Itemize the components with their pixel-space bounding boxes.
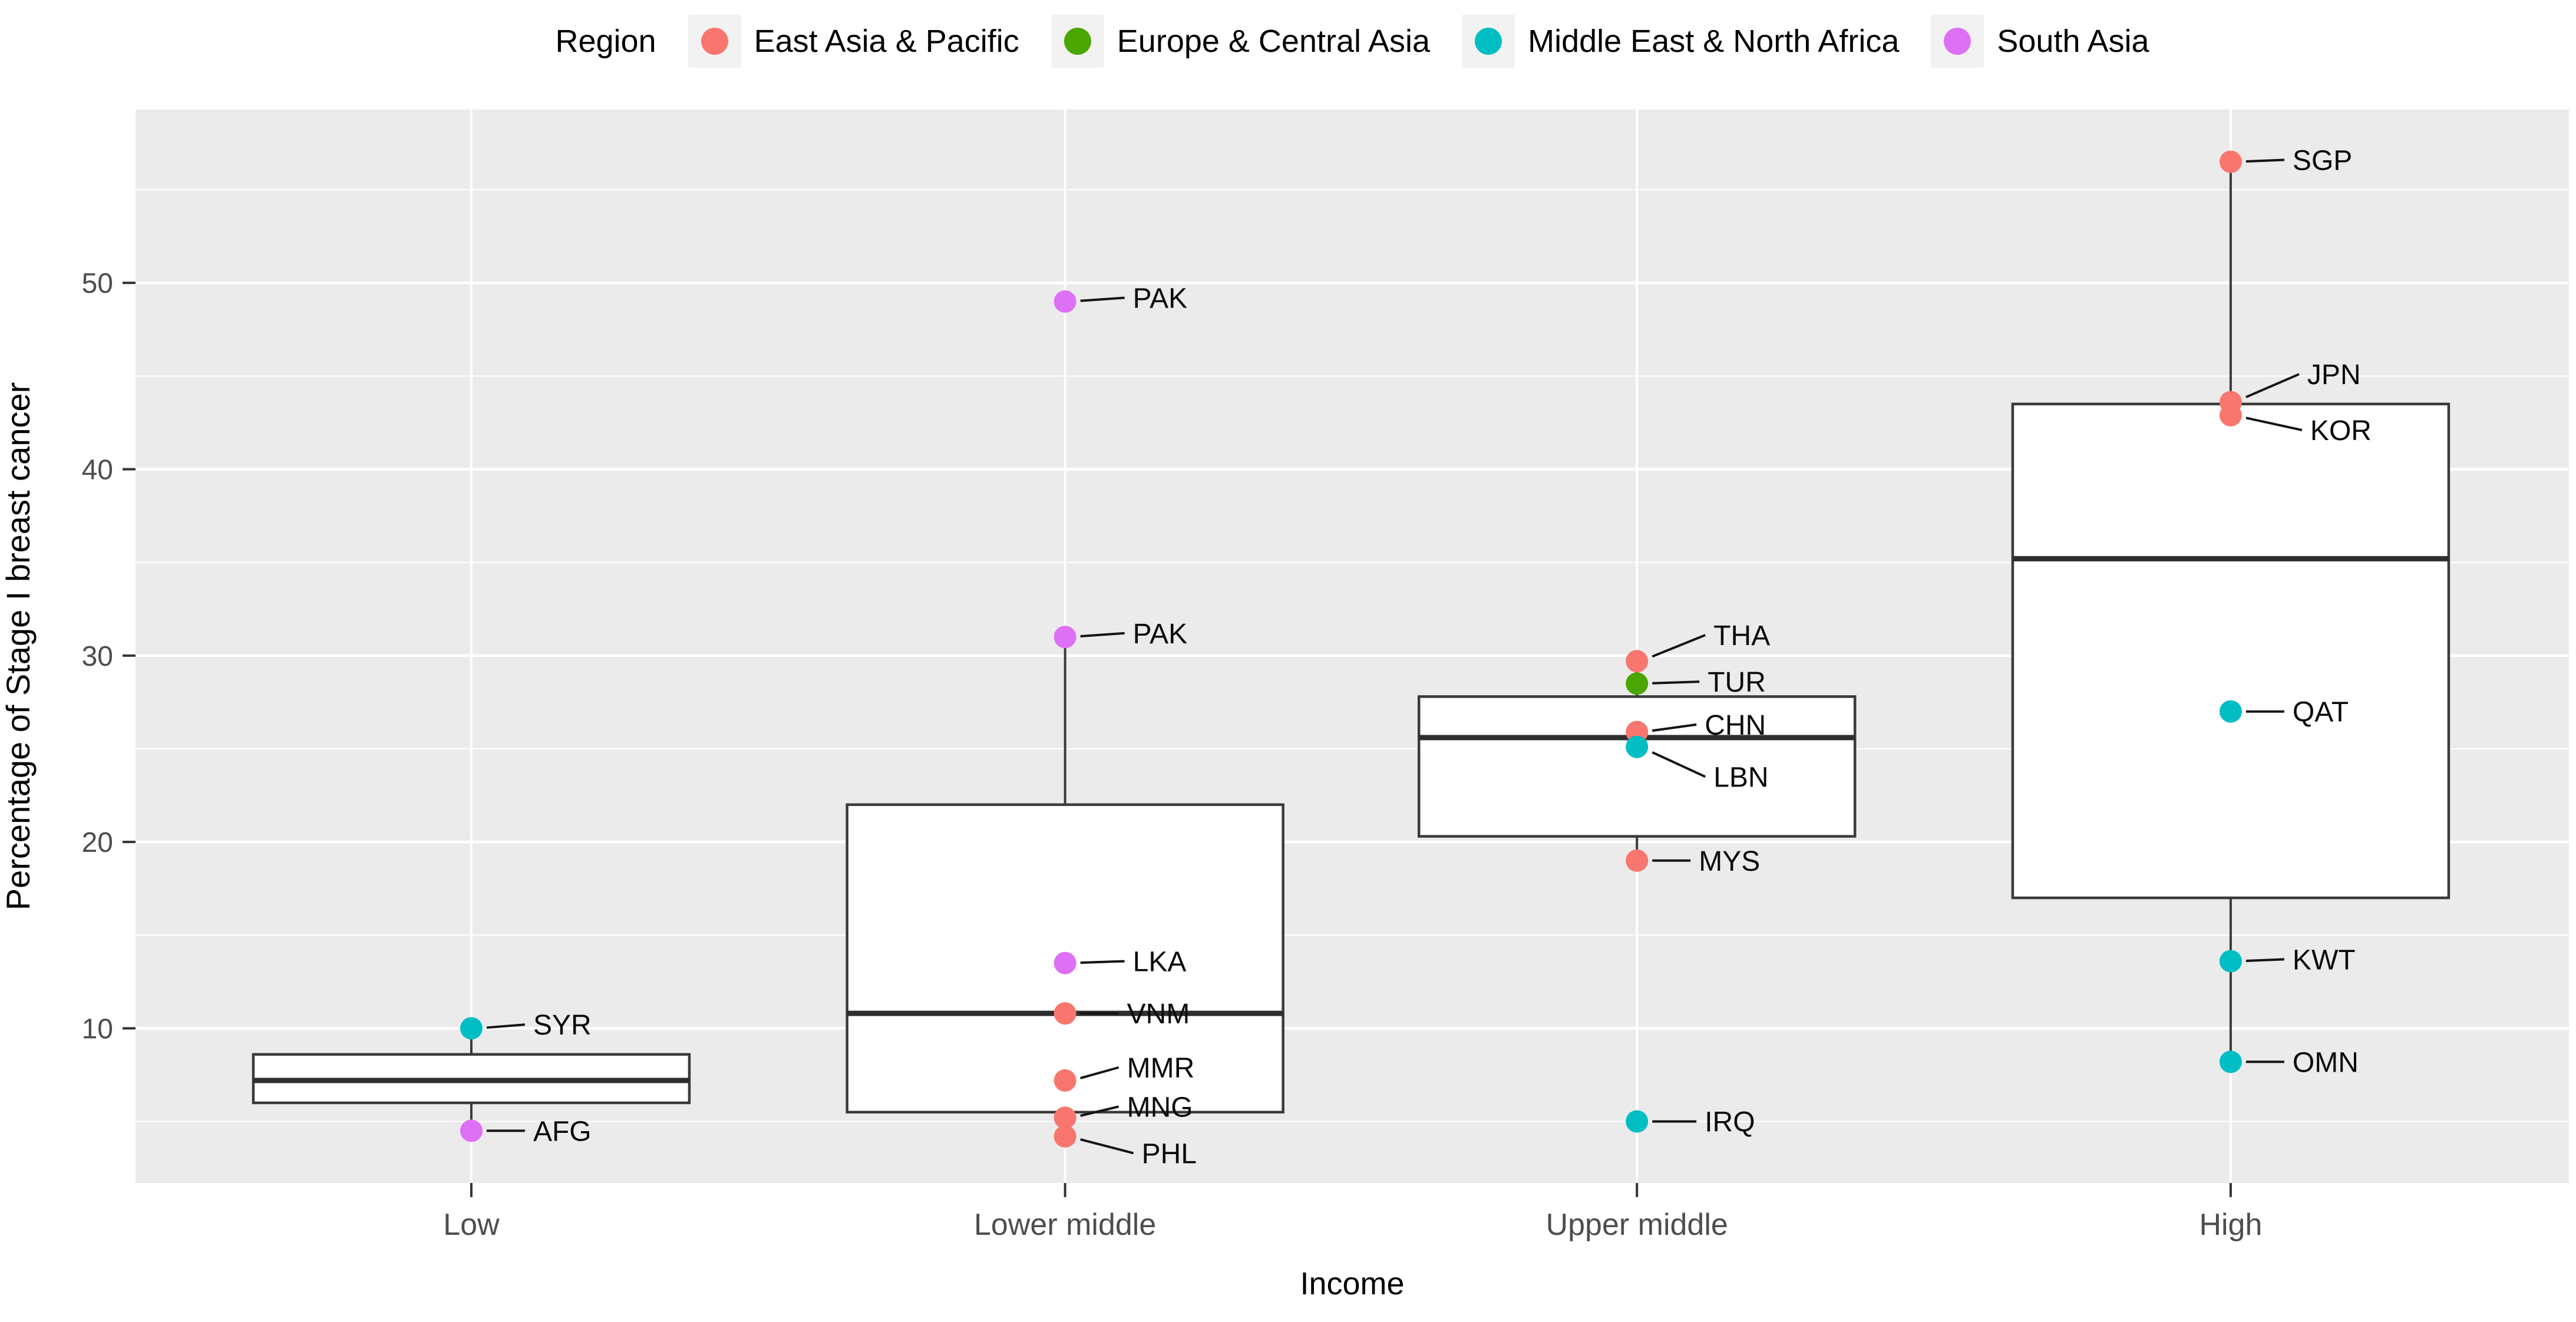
label-connector-TUR: [1652, 680, 1700, 685]
legend-item-label: East Asia & Pacific: [754, 24, 1019, 59]
legend-item-south-asia: South Asia: [1931, 15, 2149, 68]
label-connector-SYR: [486, 1023, 526, 1029]
point-label-MNG: MNG: [1127, 1092, 1193, 1123]
box-upper-middle: [1417, 695, 1857, 838]
point-label-PHL: PHL: [1142, 1138, 1197, 1169]
label-connector-PHL: [1080, 1138, 1134, 1155]
data-point-IRQ: [1626, 1110, 1649, 1133]
y-tick-label-40: 40: [82, 454, 113, 485]
point-label-THA: THA: [1713, 620, 1770, 652]
label-connector-KOR: [2245, 417, 2303, 432]
legend-key: [1931, 15, 1984, 68]
point-label-KOR: KOR: [2310, 415, 2372, 447]
legend-item-label: South Asia: [1997, 24, 2149, 59]
point-label-KWT: KWT: [2293, 944, 2356, 976]
legend-key: [688, 15, 741, 68]
legend-item-label: Europe & Central Asia: [1117, 24, 1431, 59]
data-point-KWT: [2219, 950, 2242, 973]
data-point-THA: [1626, 650, 1649, 673]
label-connector-LBN: [1652, 751, 1706, 778]
legend-dot-icon: [701, 28, 728, 55]
label-connector-CHN: [1652, 723, 1697, 732]
legend-item-label: Middle East & North Africa: [1528, 24, 1900, 59]
legend-item-middle-east-north-africa: Middle East & North Africa: [1462, 15, 1899, 68]
x-tick-label-upper-middle: Upper middle: [1546, 1208, 1728, 1242]
y-tick-label-10: 10: [82, 1013, 113, 1045]
legend-key: [1051, 15, 1104, 68]
y-axis-title: Percentage of Stage I breast cancer: [0, 382, 37, 911]
data-point-VNM: [1053, 1002, 1076, 1025]
y-tick-label-50: 50: [82, 268, 113, 299]
legend-item-europe-central-asia: Europe & Central Asia: [1051, 15, 1430, 68]
point-label-LBN: LBN: [1713, 762, 1768, 793]
legend-key: [1462, 15, 1515, 68]
point-label-TUR: TUR: [1708, 667, 1766, 698]
point-label-VNM: VNM: [1127, 999, 1190, 1030]
data-point-PHL: [1053, 1125, 1076, 1148]
legend: Region East Asia & Pacific Europe & Centr…: [136, 6, 2569, 77]
label-connector-LKA: [1080, 960, 1125, 964]
y-tick-label-20: 20: [82, 827, 113, 858]
data-point-SYR: [460, 1017, 483, 1040]
point-label-PAK: PAK: [1133, 619, 1187, 650]
label-connector-PAK: [1080, 296, 1125, 302]
x-tick-label-high: High: [2199, 1208, 2262, 1242]
point-label-SYR: SYR: [533, 1010, 592, 1041]
data-point-MMR: [1053, 1069, 1076, 1092]
data-point-SGP: [2219, 150, 2242, 173]
point-label-SGP: SGP: [2293, 145, 2352, 176]
legend-item-east-asia-pacific: East Asia & Pacific: [688, 15, 1019, 68]
x-axis-title: Income: [1300, 1266, 1405, 1301]
label-connector-MMR: [1080, 1066, 1119, 1079]
x-tick-label-low: Low: [443, 1208, 500, 1242]
data-point-AFG: [460, 1119, 483, 1142]
label-connector-PAK: [1080, 632, 1125, 638]
label-connector-SGP: [2245, 158, 2285, 163]
data-point-OMN: [2219, 1050, 2242, 1073]
data-point-KOR: [2219, 404, 2242, 427]
data-point-MNG: [1053, 1106, 1076, 1129]
point-label-MMR: MMR: [1127, 1053, 1195, 1084]
label-connector-JPN: [2245, 373, 2300, 398]
data-point-LBN: [1626, 735, 1649, 758]
point-label-QAT: QAT: [2293, 697, 2349, 728]
legend-dot-icon: [1475, 28, 1502, 55]
label-connector-MNG: [1080, 1105, 1119, 1117]
point-label-OMN: OMN: [2293, 1047, 2359, 1078]
y-tick-label-30: 30: [82, 641, 113, 672]
label-connector-KWT: [2245, 958, 2285, 963]
point-label-PAK: PAK: [1133, 283, 1187, 314]
data-point-LKA: [1053, 951, 1076, 974]
legend-dot-icon: [1064, 28, 1091, 55]
x-tick-label-lower-middle: Lower middle: [974, 1208, 1156, 1242]
data-point-PAK: [1053, 626, 1076, 649]
legend-dot-icon: [1944, 28, 1971, 55]
point-label-JPN: JPN: [2307, 359, 2361, 391]
point-label-LKA: LKA: [1133, 947, 1187, 978]
box-high: [2011, 402, 2450, 900]
data-point-TUR: [1626, 672, 1649, 695]
point-label-IRQ: IRQ: [1705, 1107, 1755, 1138]
data-point-MYS: [1626, 849, 1649, 872]
data-point-QAT: [2219, 700, 2242, 723]
point-label-CHN: CHN: [1705, 710, 1766, 741]
data-point-PAK: [1053, 290, 1076, 313]
label-connector-THA: [1652, 634, 1706, 658]
legend-title: Region: [555, 24, 656, 59]
point-label-AFG: AFG: [533, 1116, 592, 1147]
point-label-MYS: MYS: [1699, 846, 1760, 877]
